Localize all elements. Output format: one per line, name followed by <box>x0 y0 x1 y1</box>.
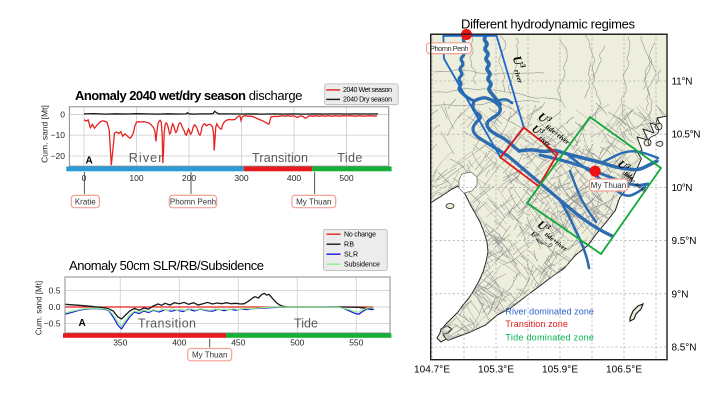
svg-text:Tide: Tide <box>294 317 318 331</box>
svg-text:100: 100 <box>129 173 143 183</box>
svg-text:Tide dominated zone: Tide dominated zone <box>505 333 594 343</box>
svg-text:2040 Dry season: 2040 Dry season <box>343 97 392 104</box>
svg-text:104.7°E: 104.7°E <box>414 365 450 376</box>
svg-text:550: 550 <box>349 338 363 348</box>
svg-text:8.5°N: 8.5°N <box>672 343 697 354</box>
svg-text:−0.5: −0.5 <box>44 319 61 329</box>
svg-text:106.5°E: 106.5°E <box>606 365 642 376</box>
svg-text:300: 300 <box>234 173 248 183</box>
svg-text:0.5: 0.5 <box>49 285 61 295</box>
svg-text:Transition: Transition <box>138 317 196 331</box>
svg-text:A: A <box>86 156 93 167</box>
svg-text:SLR: SLR <box>344 252 358 259</box>
svg-text:500: 500 <box>290 338 304 348</box>
svg-text:500: 500 <box>339 173 353 183</box>
svg-text:11°N: 11°N <box>672 77 693 88</box>
svg-text:My Thuan: My Thuan <box>591 181 626 190</box>
svg-text:Phomn Penh: Phomn Penh <box>430 44 469 53</box>
svg-text:0.0: 0.0 <box>49 302 61 312</box>
svg-text:Subsidence: Subsidence <box>344 262 380 269</box>
svg-text:105.3°E: 105.3°E <box>478 365 514 376</box>
svg-text:105.9°E: 105.9°E <box>542 365 578 376</box>
svg-text:My Thuan: My Thuan <box>192 351 227 360</box>
svg-text:400: 400 <box>172 338 186 348</box>
svg-text:−20: −20 <box>51 151 66 161</box>
svg-text:My Thuan: My Thuan <box>296 197 331 206</box>
svg-text:Transition: Transition <box>252 151 308 165</box>
svg-text:Transition zone: Transition zone <box>505 319 568 329</box>
svg-text:→0: →0 <box>542 239 554 250</box>
svg-text:200: 200 <box>182 173 196 183</box>
svg-text:Cum. sand [Mt]: Cum. sand [Mt] <box>40 105 50 163</box>
svg-text:9°N: 9°N <box>672 289 689 300</box>
svg-text:−10: −10 <box>51 130 66 140</box>
svg-text:450: 450 <box>231 338 245 348</box>
svg-text:Anomaly 50cm SLR/RB/Subsidence: Anomaly 50cm SLR/RB/Subsidence <box>69 258 264 273</box>
svg-text:Kratie: Kratie <box>75 197 96 206</box>
svg-text:10°N: 10°N <box>672 183 693 194</box>
svg-text:Anomaly 2040 wet/dry season di: Anomaly 2040 wet/dry season discharge <box>75 88 302 103</box>
svg-text:River: River <box>129 151 163 165</box>
svg-text:2040 Wet season: 2040 Wet season <box>343 87 392 94</box>
svg-text:Cum. sand [Mt]: Cum. sand [Mt] <box>35 281 44 335</box>
svg-text:RB: RB <box>344 242 354 249</box>
svg-text:Different hydrodynamic regimes: Different hydrodynamic regimes <box>461 17 636 32</box>
svg-text:Phomn Penh: Phomn Penh <box>170 197 216 206</box>
svg-text:A: A <box>79 318 86 329</box>
svg-text:No change: No change <box>344 232 376 239</box>
svg-text:400: 400 <box>287 173 301 183</box>
svg-text:350: 350 <box>113 338 127 348</box>
svg-text:Tide: Tide <box>337 151 362 165</box>
svg-text:10.5°N: 10.5°N <box>672 130 701 141</box>
svg-text:River dominated zone: River dominated zone <box>505 307 594 317</box>
svg-text:9.5°N: 9.5°N <box>672 236 697 247</box>
svg-text:0: 0 <box>60 110 65 120</box>
